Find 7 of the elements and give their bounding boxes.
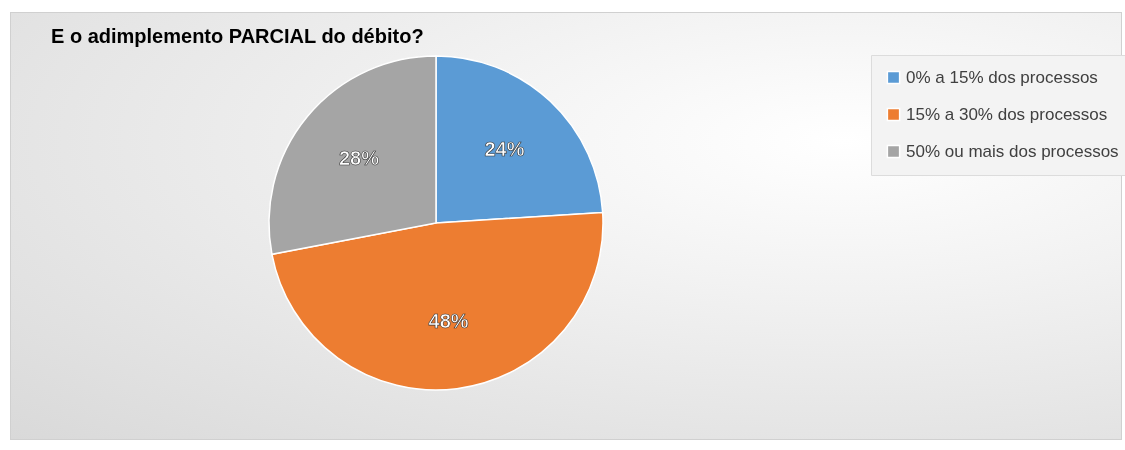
data-label: 28% <box>338 147 380 170</box>
legend-label: 0% a 15% dos processos <box>906 67 1098 87</box>
data-label: 48% <box>428 310 469 333</box>
data-label: 24% <box>484 138 525 161</box>
legend-label: 50% ou mais dos processos <box>906 141 1119 161</box>
legend-label: 15% a 30% dos processos <box>906 104 1108 124</box>
chart-title: E o adimplemento PARCIAL do débito? <box>51 25 424 47</box>
